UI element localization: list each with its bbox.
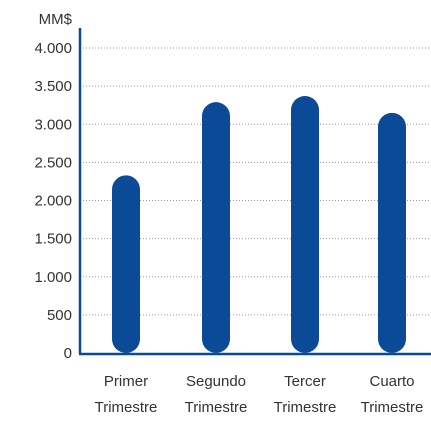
x-tick-label: Trimestre — [185, 399, 248, 416]
x-tick-label: Trimestre — [274, 399, 337, 416]
y-tick-label: 4.000 — [34, 40, 72, 57]
gridlines — [80, 47, 429, 316]
x-tick-label: Trimestre — [95, 399, 158, 416]
y-tick-label: 2.500 — [34, 154, 72, 171]
y-tick-label: 3.500 — [34, 78, 72, 95]
x-tick-label: Tercer — [284, 373, 326, 390]
axes — [78, 28, 431, 356]
y-tick-label: 0 — [64, 345, 72, 362]
y-tick-label: 1.500 — [34, 231, 72, 248]
y-tick-label: 500 — [47, 307, 72, 324]
x-tick-label: Primer — [104, 373, 148, 390]
x-tick-label: Segundo — [186, 373, 246, 390]
x-tick-label: Trimestre — [361, 399, 424, 416]
x-axis-ticks: Primer Trimestre Segundo Trimestre Tercer Tri… — [95, 373, 424, 416]
y-axis-ticks: 0 500 1.000 1.500 2.000 2.500 3.000 3.500 4.000 — [34, 40, 72, 362]
y-tick-label: 1.000 — [34, 269, 72, 286]
bar — [112, 175, 140, 353]
y-tick-label: 3.000 — [34, 116, 72, 133]
y-tick-label: 2.000 — [34, 193, 72, 210]
x-tick-label: Cuarto — [369, 373, 414, 390]
bars — [112, 96, 406, 353]
bar — [202, 102, 230, 353]
bar — [378, 112, 406, 353]
y-axis-unit-label: MM$ — [39, 11, 73, 28]
bar — [291, 96, 319, 353]
